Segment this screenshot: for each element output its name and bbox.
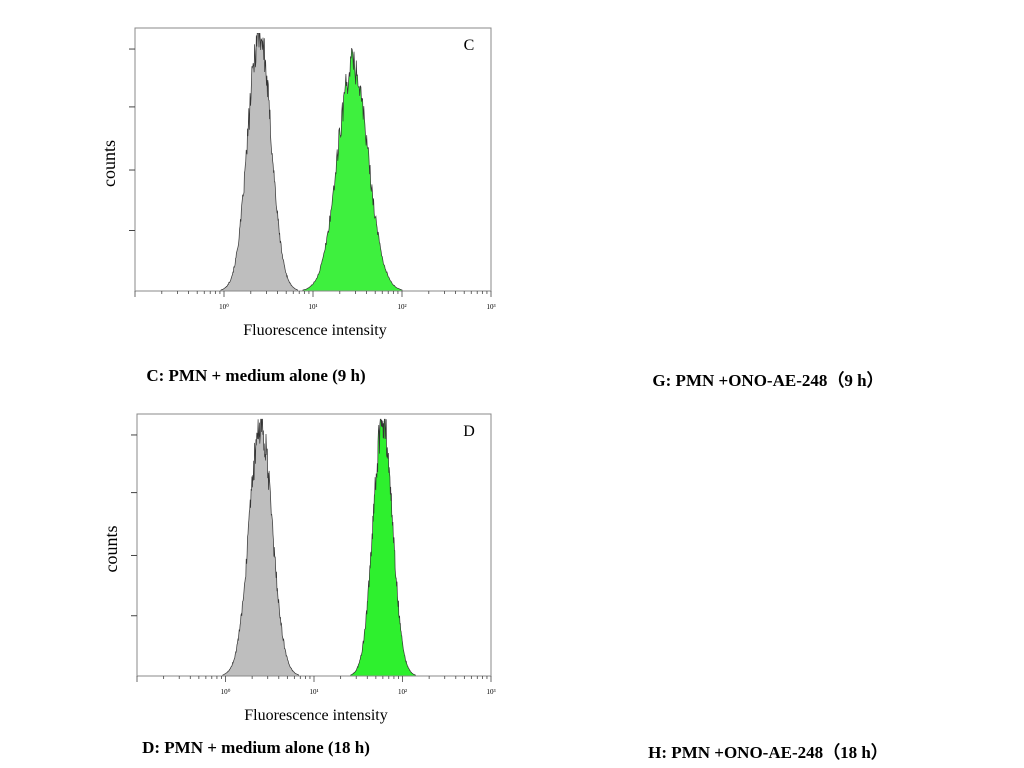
y-axis-label: counts bbox=[101, 526, 121, 573]
x-tick-label: 10¹ bbox=[309, 688, 318, 696]
x-tick-label: 10² bbox=[397, 303, 406, 311]
x-tick-label: 10³ bbox=[486, 688, 495, 696]
plot-frame bbox=[136, 413, 492, 677]
x-tick-label: 10⁰ bbox=[221, 688, 231, 696]
chart-panel-c: 10⁰ 10¹ 10² 10³ Fluorescence intensity counts… bbox=[0, 0, 512, 385]
caption-h: H: PMN +ONO-AE-248（18 h） bbox=[648, 743, 888, 762]
caption-d: D: PMN + medium alone (18 h) bbox=[142, 738, 370, 757]
x-tick-label: 10¹ bbox=[308, 303, 317, 311]
caption-c: C: PMN + medium alone (9 h) bbox=[146, 366, 366, 385]
caption-g: G: PMN +ONO-AE-248（9 h） bbox=[652, 371, 884, 390]
panel-letter: C bbox=[464, 37, 475, 54]
histogram-sample-area bbox=[289, 48, 417, 292]
histogram-d: 10⁰ 10¹ 10² 10³ Fluorescence intensity counts… bbox=[101, 413, 496, 724]
x-tick-label: 10³ bbox=[486, 303, 495, 311]
chart-panel-d: 10⁰ 10¹ 10² 10³ Fluorescence intensity counts… bbox=[0, 384, 512, 768]
x-tick-label: 10² bbox=[398, 688, 407, 696]
plot-frame bbox=[134, 27, 492, 292]
x-axis-label: Fluorescence intensity bbox=[244, 707, 388, 724]
x-axis-label: Fluorescence intensity bbox=[243, 322, 387, 339]
x-tick-label: 10⁰ bbox=[219, 303, 229, 311]
histogram-sample-area bbox=[342, 418, 424, 677]
histogram-c: 10⁰ 10¹ 10² 10³ Fluorescence intensity counts… bbox=[99, 27, 496, 339]
histogram-control-area bbox=[210, 32, 308, 292]
y-axis-label: counts bbox=[99, 140, 119, 187]
histogram-control-area bbox=[212, 418, 309, 677]
panel-letter: D bbox=[463, 423, 475, 440]
